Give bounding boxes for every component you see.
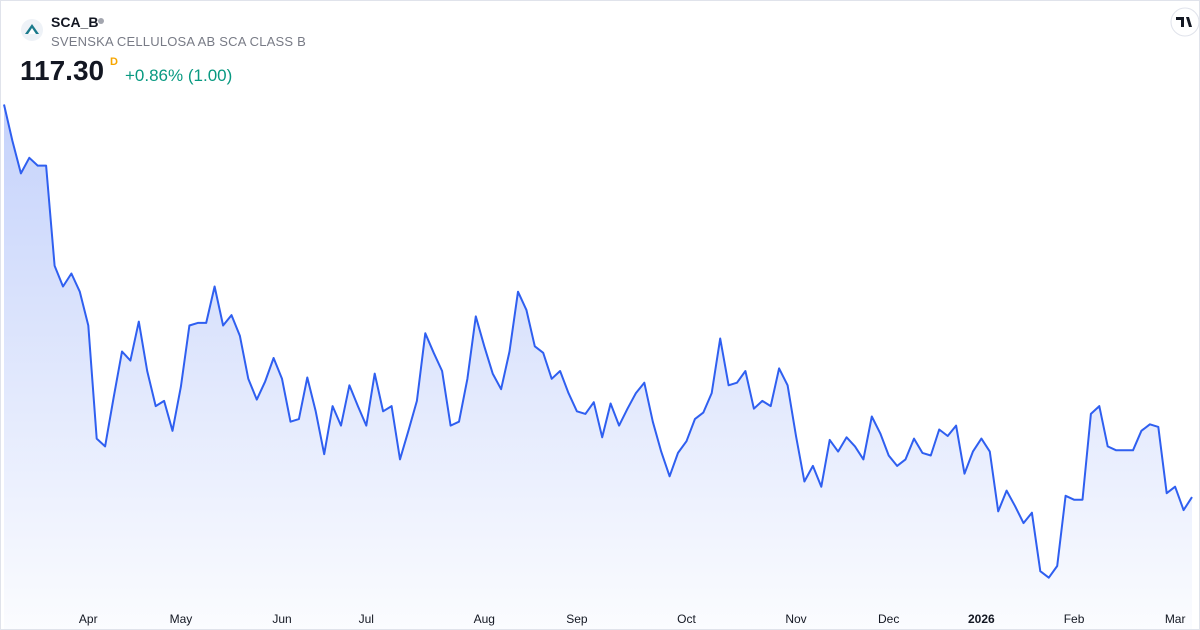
x-tick-label: Jul: [359, 612, 374, 626]
x-tick-label: Dec: [878, 612, 899, 626]
x-tick-label: Feb: [1064, 612, 1085, 626]
price-line: [3, 104, 1193, 579]
x-tick-label: Nov: [785, 612, 806, 626]
price-flag: D: [110, 56, 118, 68]
company-name: SVENSKA CELLULOSA AB SCA CLASS B: [51, 34, 306, 49]
x-tick-label: Oct: [677, 612, 696, 626]
x-tick-label: May: [170, 612, 193, 626]
tv-logo[interactable]: [1170, 7, 1199, 37]
x-tick-label: Jun: [272, 612, 291, 626]
x-tick-label: 2026: [968, 612, 995, 626]
status-dot: [98, 18, 104, 24]
x-tick-label: Aug: [474, 612, 495, 626]
area: [4, 104, 1192, 629]
logo: [21, 19, 43, 41]
x-tick-label: Mar: [1165, 612, 1186, 626]
x-tick-label: Sep: [566, 612, 588, 626]
price: 117.30: [20, 55, 105, 86]
x-tick-label: Apr: [79, 612, 98, 626]
symbol[interactable]: SCA_B: [51, 14, 99, 30]
price-change: +0.86% (1.00): [125, 66, 233, 85]
